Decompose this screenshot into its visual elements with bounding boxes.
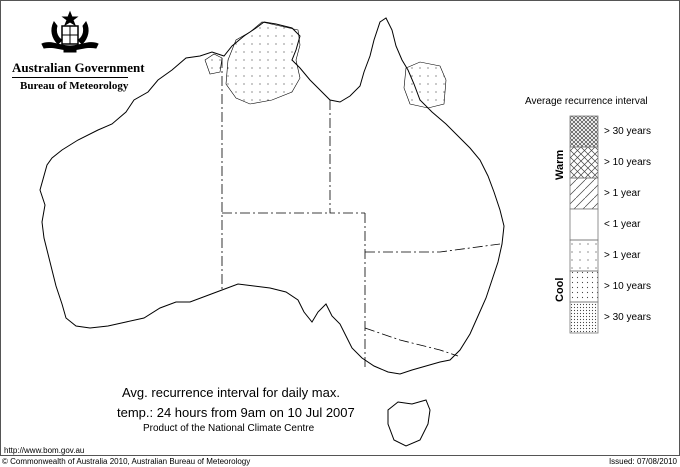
swatch-cool-10 xyxy=(569,270,599,303)
border-nsw-vic xyxy=(364,327,459,357)
legend-label: > 30 years xyxy=(604,126,651,137)
legend-label: > 1 year xyxy=(604,188,641,199)
legend-label: > 10 years xyxy=(604,157,651,168)
swatch-warm-30 xyxy=(569,115,599,148)
legend-warm-label: Warm xyxy=(554,149,566,180)
swatch-neutral xyxy=(569,208,599,241)
legend-cool-label: Cool xyxy=(554,277,566,302)
tasmania-outline xyxy=(387,399,431,447)
swatch-warm-1 xyxy=(569,177,599,210)
header-divider xyxy=(12,77,128,78)
legend-title: Average recurrence interval xyxy=(525,96,648,107)
legend-label: > 1 year xyxy=(604,250,641,261)
map-svg xyxy=(39,10,599,447)
legend-label: > 30 years xyxy=(604,312,651,323)
state-borders xyxy=(221,58,501,368)
legend-label: < 1 year xyxy=(604,219,641,230)
australia-mainland-outline xyxy=(39,17,505,375)
swatch-cool-30 xyxy=(569,301,599,334)
caption-line-3: Product of the National Climate Centre xyxy=(143,423,315,434)
shaded-areas xyxy=(204,21,447,109)
border-nt-sa-qld xyxy=(222,100,365,214)
swatch-cool-1 xyxy=(569,239,599,272)
issued-date: Issued: 07/08/2010 xyxy=(608,457,677,466)
caption-line-1: Avg. recurrence interval for daily max. xyxy=(122,385,340,400)
border-qld-nsw xyxy=(365,243,501,253)
copyright-notice: © Commonwealth of Australia 2010, Austra… xyxy=(2,457,251,466)
shaded-area-cape-york xyxy=(403,61,447,109)
swatch-warm-10 xyxy=(569,146,599,179)
website-link[interactable]: http://www.bom.gov.au xyxy=(4,446,85,455)
government-name: Australian Government xyxy=(12,60,145,75)
shaded-area-kimberley xyxy=(204,53,223,75)
legend-swatches xyxy=(569,115,599,334)
agency-name: Bureau of Meteorology xyxy=(20,80,129,92)
shaded-area-top-end xyxy=(225,21,301,105)
coat-of-arms-emblem xyxy=(41,10,99,53)
caption-line-2: temp.: 24 hours from 9am on 10 Jul 2007 xyxy=(117,405,355,420)
legend-label: > 10 years xyxy=(604,281,651,292)
